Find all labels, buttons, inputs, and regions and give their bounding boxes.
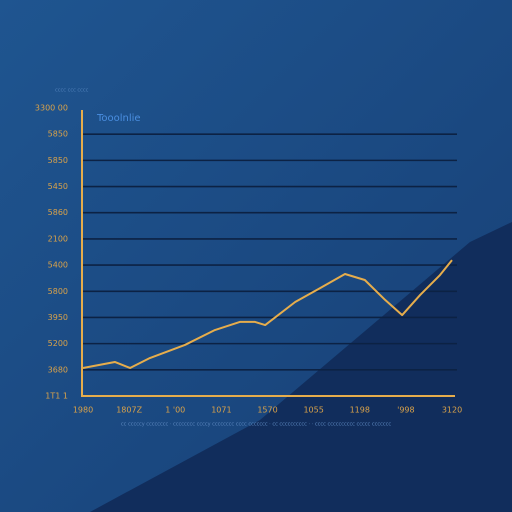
y-tick-label: 2100 xyxy=(48,234,68,243)
x-tick-label: 1071 xyxy=(211,406,231,415)
y-tick-label: 5850 xyxy=(48,130,68,139)
chart-title: Tooolnlie xyxy=(96,113,141,124)
x-tick-label: 1807Z xyxy=(116,406,142,415)
x-tick-label: 1055 xyxy=(303,406,323,415)
note: cccc ccc cccc xyxy=(55,88,89,94)
caption: cc cccccy cccccccc · cccccccc ccccy cccc… xyxy=(121,422,391,428)
y-tick-label: 5850 xyxy=(48,156,68,165)
y-tick-label: 5450 xyxy=(48,182,68,191)
line xyxy=(82,259,453,369)
y-tick-label: 5200 xyxy=(48,339,68,348)
y-tick-label: 3950 xyxy=(48,313,68,322)
x-tick-label: 1198 xyxy=(350,406,370,415)
y-tick-label: 3300 00 xyxy=(35,104,68,113)
y-tick-label: 1T1 1 xyxy=(45,392,68,401)
diagonal-band xyxy=(90,222,512,512)
x-tick-label: 3120 xyxy=(442,406,462,415)
x-tick-label: '998 xyxy=(397,406,414,415)
y-tick-label: 5860 xyxy=(48,208,68,217)
x-tick-label: 1570 xyxy=(257,406,277,415)
x-tick-label: 1980 xyxy=(73,406,93,415)
y-tick-label: 5400 xyxy=(48,261,68,270)
x-tick-label: 1 '00 xyxy=(165,406,185,415)
y-tick-label: 5800 xyxy=(48,287,68,296)
y-tick-label: 3680 xyxy=(48,365,68,374)
